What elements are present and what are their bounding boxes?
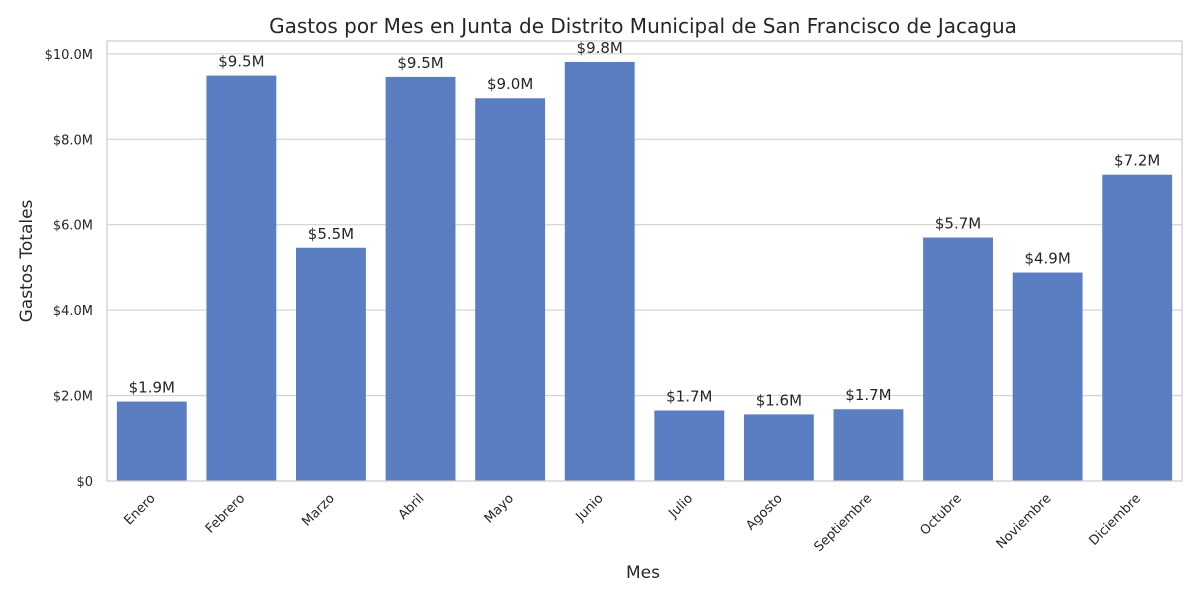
y-tick-label: $6.0M xyxy=(53,219,93,234)
bar xyxy=(654,410,725,481)
bar xyxy=(475,98,546,481)
bar-data-label: $5.5M xyxy=(308,225,354,243)
y-axis-ticks: $0 $2.0M $4.0M $6.0M $8.0M $10.0M xyxy=(45,48,93,490)
plot-frame xyxy=(106,40,1183,482)
y-tick-label: $0 xyxy=(76,475,93,490)
bar xyxy=(296,247,366,481)
bar xyxy=(206,75,277,482)
bar-data-label: $4.9M xyxy=(1024,250,1070,268)
bar-data-label: $5.7M xyxy=(935,215,981,233)
bar-data-label: $9.5M xyxy=(397,54,443,72)
y-tick-label: $10.0M xyxy=(45,48,93,63)
bar xyxy=(923,237,993,481)
chart-title: Gastos por Mes en Junta de Distrito Muni… xyxy=(269,14,1017,38)
x-tick-label: Enero xyxy=(122,491,159,528)
x-tick-label: Junio xyxy=(573,491,607,525)
x-tick-label: Abril xyxy=(396,491,428,523)
bar xyxy=(564,61,635,481)
bar-data-label: $1.7M xyxy=(666,388,712,406)
bar xyxy=(1012,272,1083,481)
x-tick-label: Marzo xyxy=(299,491,337,529)
bar xyxy=(1102,174,1173,481)
x-tick-label: Julio xyxy=(666,491,697,522)
bar-data-label: $1.6M xyxy=(756,391,802,409)
y-tick-label: $2.0M xyxy=(53,390,93,405)
x-tick-label: Febrero xyxy=(203,491,248,536)
bar xyxy=(385,76,456,482)
y-tick-label: $4.0M xyxy=(53,304,93,319)
x-tick-label: Mayo xyxy=(482,491,517,526)
bar-data-label: $1.9M xyxy=(129,379,175,397)
bar-data-label: $9.0M xyxy=(487,75,533,93)
x-tick-label: Noviembre xyxy=(994,491,1055,552)
bars xyxy=(116,61,1173,482)
bar xyxy=(116,401,187,481)
data-labels: $1.9M $9.5M $5.5M $9.5M $9.0M $9.8M $1.7M $1.6M… xyxy=(129,39,1161,409)
bar-data-label: $9.8M xyxy=(577,39,623,57)
x-tick-label: Diciembre xyxy=(1087,491,1145,549)
bar-data-label: $7.2M xyxy=(1114,152,1160,170)
y-tick-label: $8.0M xyxy=(53,133,93,148)
y-axis-label: Gastos Totales xyxy=(17,199,37,322)
bar xyxy=(833,409,904,481)
x-tick-label: Septiembre xyxy=(812,491,876,555)
x-tick-label: Agosto xyxy=(743,491,785,533)
x-tick-label: Octubre xyxy=(917,491,964,538)
x-axis-ticks: Enero Febrero Marzo Abril Mayo Junio Julio Agos… xyxy=(122,491,1145,555)
bar-data-label: $1.7M xyxy=(845,386,891,404)
x-axis-label: Mes xyxy=(626,563,660,583)
bar xyxy=(743,414,814,481)
bar-data-label: $9.5M xyxy=(218,53,264,71)
